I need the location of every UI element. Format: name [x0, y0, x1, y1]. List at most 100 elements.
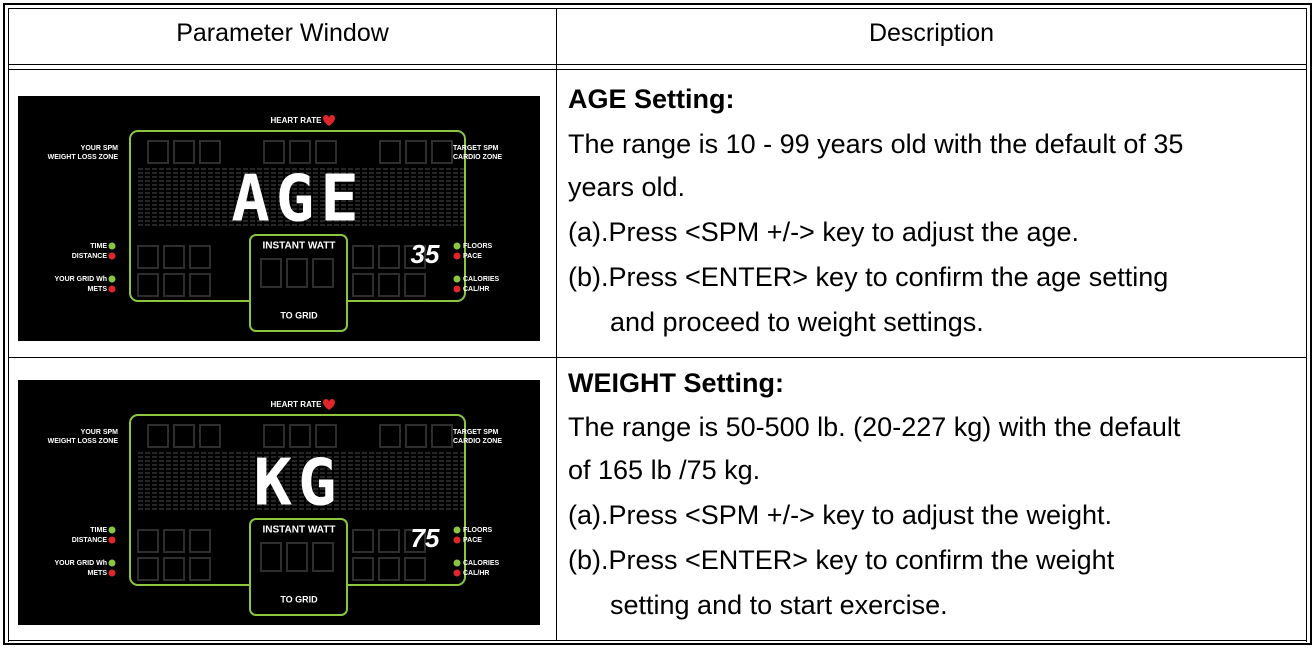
segment — [397, 456, 402, 458]
segment — [159, 500, 164, 502]
segment — [152, 480, 157, 482]
segment — [411, 200, 416, 202]
segment — [201, 184, 206, 186]
segment — [180, 176, 185, 178]
segment — [348, 460, 353, 462]
segment — [341, 472, 346, 474]
segment — [320, 208, 325, 210]
segment — [264, 480, 269, 482]
segment — [460, 220, 465, 222]
segment — [446, 172, 451, 174]
segment — [243, 468, 248, 470]
segment — [369, 188, 374, 190]
display-label: FLOORS — [463, 243, 492, 250]
segment — [453, 184, 458, 186]
segment — [418, 480, 423, 482]
segment — [236, 204, 241, 206]
segment — [390, 456, 395, 458]
segment — [166, 484, 171, 486]
segment — [145, 212, 150, 214]
segment — [432, 452, 437, 454]
segment — [453, 172, 458, 174]
segment — [278, 464, 283, 466]
segment — [278, 480, 283, 482]
segment — [250, 472, 255, 474]
segment — [243, 480, 248, 482]
segment — [285, 168, 290, 170]
segment — [264, 188, 269, 190]
segment — [299, 180, 304, 182]
segment — [327, 508, 332, 510]
segment — [327, 480, 332, 482]
segment — [285, 176, 290, 178]
segment — [152, 172, 157, 174]
segment — [446, 176, 451, 178]
segment — [341, 504, 346, 506]
segment — [425, 480, 430, 482]
segment — [439, 224, 444, 226]
segment — [348, 508, 353, 510]
segment — [194, 476, 199, 478]
segment — [222, 196, 227, 198]
segment — [453, 204, 458, 206]
segment — [201, 452, 206, 454]
segment — [397, 484, 402, 486]
segment — [243, 464, 248, 466]
segment — [390, 216, 395, 218]
border — [8, 8, 1307, 9]
segment — [278, 180, 283, 182]
segment — [180, 460, 185, 462]
segment — [159, 468, 164, 470]
segment — [278, 220, 283, 222]
segment — [313, 212, 318, 214]
segment — [411, 492, 416, 494]
segment — [292, 496, 297, 498]
segment — [341, 496, 346, 498]
segment — [306, 480, 311, 482]
segment — [397, 452, 402, 454]
segment — [229, 192, 234, 194]
digit — [431, 140, 453, 164]
segment — [355, 496, 360, 498]
segment — [369, 504, 374, 506]
segment — [194, 216, 199, 218]
segment — [369, 480, 374, 482]
digit — [404, 273, 426, 297]
segment — [404, 204, 409, 206]
segment — [229, 168, 234, 170]
segment — [138, 188, 143, 190]
segment — [313, 484, 318, 486]
segment — [411, 500, 416, 502]
segment — [418, 500, 423, 502]
segment — [432, 184, 437, 186]
segment — [236, 188, 241, 190]
segment — [453, 492, 458, 494]
segment — [432, 456, 437, 458]
segment — [383, 180, 388, 182]
segment — [376, 224, 381, 226]
segment — [138, 180, 143, 182]
segment — [215, 192, 220, 194]
segment — [411, 204, 416, 206]
segment — [166, 220, 171, 222]
segment — [341, 180, 346, 182]
segment — [460, 468, 465, 470]
segment — [432, 460, 437, 462]
segment — [348, 224, 353, 226]
segment — [355, 200, 360, 202]
segment — [439, 204, 444, 206]
segment — [348, 196, 353, 198]
segment — [138, 480, 143, 482]
segment — [222, 224, 227, 226]
segment — [383, 224, 388, 226]
segment — [376, 468, 381, 470]
segment — [201, 508, 206, 510]
segment — [201, 480, 206, 482]
segment — [453, 460, 458, 462]
display-text: KG — [253, 447, 342, 521]
segment — [215, 456, 220, 458]
segment — [306, 176, 311, 178]
segment — [460, 212, 465, 214]
segment — [397, 180, 402, 182]
segment — [418, 452, 423, 454]
